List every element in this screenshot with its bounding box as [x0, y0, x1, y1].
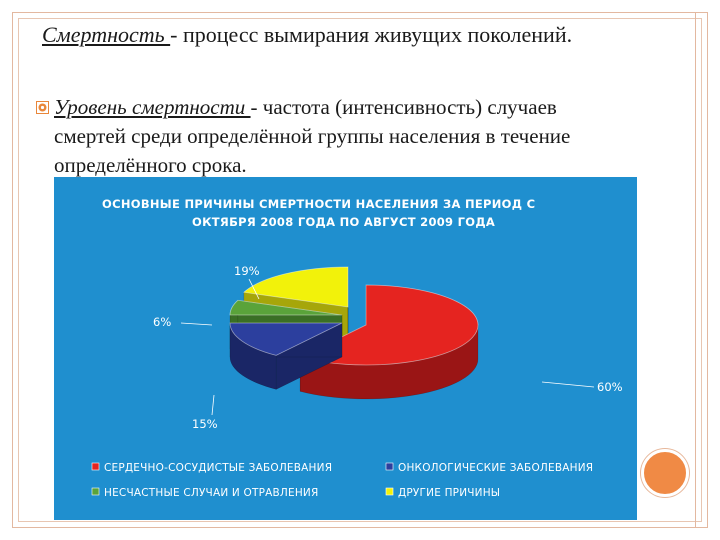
pie-slice-oncology	[229, 322, 343, 390]
data-label-other: 19%	[234, 264, 260, 278]
legend-label-other: ДРУГИЕ ПРИЧИНЫ	[398, 487, 500, 499]
leader-line-accidents	[180, 322, 213, 326]
bullet-icon	[36, 101, 49, 114]
bullet-line2: смертей среди определённой группы населе…	[54, 124, 571, 148]
bullet-term: Уровень смертности	[54, 95, 251, 119]
bullet-line1: - частота (интенсивность) случаев	[250, 95, 557, 119]
leader-line-cardiovascular	[541, 381, 595, 388]
bullet-paragraph: Уровень смертности - частота (интенсивно…	[54, 93, 664, 180]
slide-frame-outer	[12, 12, 708, 528]
legend-label-accidents: НЕСЧАСТНЫЕ СЛУЧАИ И ОТРАВЛЕНИЯ	[104, 487, 318, 499]
legend-swatch-other	[385, 487, 394, 496]
bullet-line3: определённого срока.	[54, 153, 247, 177]
pie-slice-other-top	[242, 266, 349, 308]
slide-heading: Смертность - процесс вымирания живущих п…	[42, 22, 572, 48]
legend-label-oncology: ОНКОЛОГИЧЕСКИЕ ЗАБОЛЕВАНИЯ	[398, 462, 593, 474]
chart-title-line-1: ОСНОВНЫЕ ПРИЧИНЫ СМЕРТНОСТИ НАСЕЛЕНИЯ ЗА…	[102, 197, 535, 211]
pie-slice-cardiovascular-top	[299, 284, 479, 366]
decorative-orange-circle	[641, 449, 689, 497]
leader-line-oncology	[211, 394, 215, 416]
pie-slice-accidents-top	[229, 299, 343, 316]
pie-slice-oncology-top	[229, 322, 343, 356]
pie-chart: ОСНОВНЫЕ ПРИЧИНЫ СМЕРТНОСТИ НАСЕЛЕНИЯ ЗА…	[91, 197, 623, 499]
heading-definition: - процесс вымирания живущих поколений.	[170, 22, 573, 47]
legend-swatch-cardiovascular	[91, 462, 100, 471]
leader-line-other	[248, 278, 260, 300]
slide-frame-inner	[18, 18, 702, 522]
legend-swatch-oncology	[385, 462, 394, 471]
data-label-oncology: 15%	[192, 417, 218, 431]
chart-title-line-2: ОКТЯБРЯ 2008 ГОДА ПО АВГУСТ 2009 ГОДА	[192, 215, 495, 229]
data-label-accidents: 6%	[153, 315, 171, 329]
frame-right-line	[695, 12, 696, 528]
data-label-cardiovascular: 60%	[597, 380, 623, 394]
chart-panel: ОСНОВНЫЕ ПРИЧИНЫ СМЕРТНОСТИ НАСЕЛЕНИЯ ЗА…	[54, 177, 637, 520]
legend-swatch-accidents	[91, 487, 100, 496]
legend-label-cardiovascular: СЕРДЕЧНО-СОСУДИСТЫЕ ЗАБОЛЕВАНИЯ	[104, 462, 332, 474]
heading-term: Смертность	[42, 22, 171, 47]
